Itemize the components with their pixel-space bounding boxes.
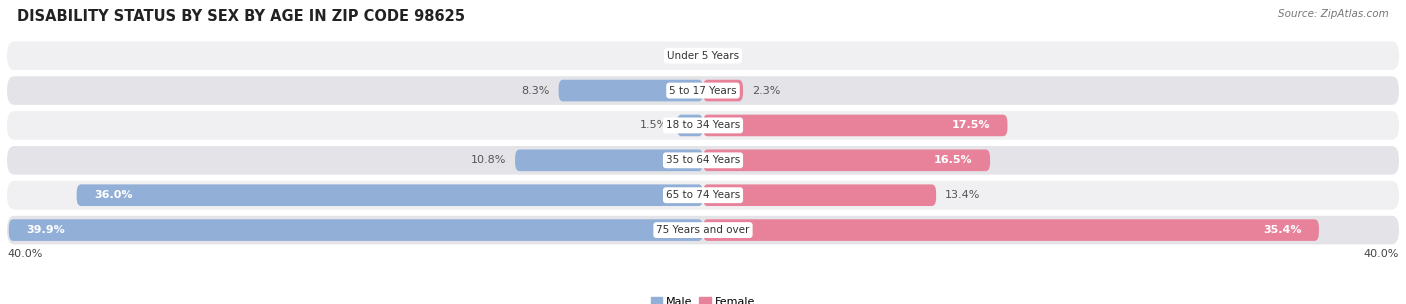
- FancyBboxPatch shape: [703, 115, 1008, 136]
- Text: 75 Years and over: 75 Years and over: [657, 225, 749, 235]
- Text: 2.3%: 2.3%: [752, 85, 780, 95]
- FancyBboxPatch shape: [7, 41, 1399, 70]
- FancyBboxPatch shape: [558, 80, 703, 101]
- Text: 17.5%: 17.5%: [952, 120, 990, 130]
- FancyBboxPatch shape: [703, 80, 742, 101]
- FancyBboxPatch shape: [703, 185, 936, 206]
- FancyBboxPatch shape: [7, 76, 1399, 105]
- FancyBboxPatch shape: [76, 185, 703, 206]
- Text: 8.3%: 8.3%: [522, 85, 550, 95]
- FancyBboxPatch shape: [703, 150, 990, 171]
- FancyBboxPatch shape: [7, 146, 1399, 174]
- Text: DISABILITY STATUS BY SEX BY AGE IN ZIP CODE 98625: DISABILITY STATUS BY SEX BY AGE IN ZIP C…: [17, 9, 465, 24]
- FancyBboxPatch shape: [7, 216, 1399, 244]
- Text: 5 to 17 Years: 5 to 17 Years: [669, 85, 737, 95]
- Text: Source: ZipAtlas.com: Source: ZipAtlas.com: [1278, 9, 1389, 19]
- FancyBboxPatch shape: [7, 181, 1399, 209]
- Legend: Male, Female: Male, Female: [647, 292, 759, 304]
- Text: 1.5%: 1.5%: [640, 120, 668, 130]
- FancyBboxPatch shape: [515, 150, 703, 171]
- Text: 40.0%: 40.0%: [7, 249, 42, 259]
- Text: Under 5 Years: Under 5 Years: [666, 51, 740, 61]
- Text: 35 to 64 Years: 35 to 64 Years: [666, 155, 740, 165]
- Text: 18 to 34 Years: 18 to 34 Years: [666, 120, 740, 130]
- Text: 0.0%: 0.0%: [711, 51, 740, 61]
- FancyBboxPatch shape: [7, 111, 1399, 140]
- Text: 0.0%: 0.0%: [666, 51, 695, 61]
- FancyBboxPatch shape: [8, 219, 703, 241]
- Text: 35.4%: 35.4%: [1263, 225, 1302, 235]
- Text: 39.9%: 39.9%: [27, 225, 65, 235]
- Text: 16.5%: 16.5%: [934, 155, 973, 165]
- FancyBboxPatch shape: [676, 115, 703, 136]
- Text: 13.4%: 13.4%: [945, 190, 980, 200]
- Text: 40.0%: 40.0%: [1364, 249, 1399, 259]
- Text: 65 to 74 Years: 65 to 74 Years: [666, 190, 740, 200]
- FancyBboxPatch shape: [703, 219, 1319, 241]
- Text: 10.8%: 10.8%: [471, 155, 506, 165]
- Text: 36.0%: 36.0%: [94, 190, 132, 200]
